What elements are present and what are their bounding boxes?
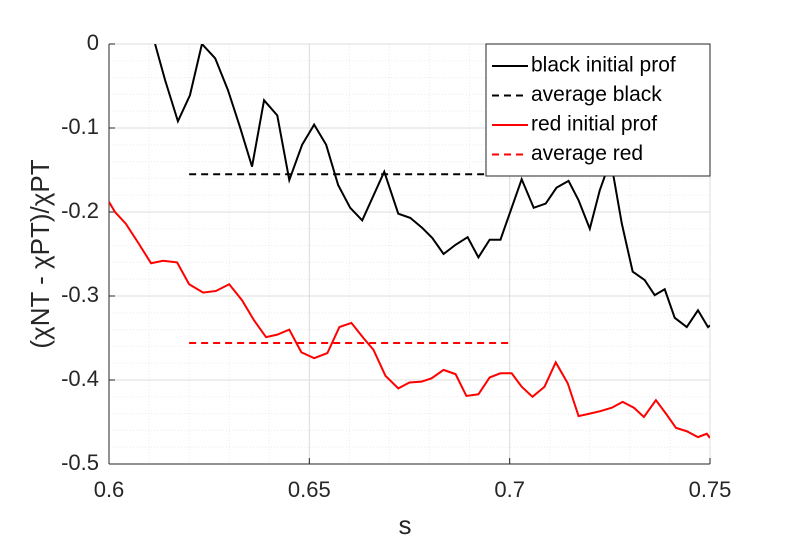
y-tick-label: 0 bbox=[87, 30, 99, 55]
x-tick-label: 0.65 bbox=[288, 477, 331, 502]
y-tick-label: -0.2 bbox=[61, 198, 99, 223]
x-tick-label: 0.7 bbox=[494, 477, 525, 502]
plot-lines bbox=[109, 44, 710, 439]
data-line bbox=[154, 44, 710, 329]
y-axis-label: (χNT - χPT)/χPT bbox=[25, 159, 55, 348]
x-tick-label: 0.75 bbox=[689, 477, 732, 502]
legend-label: average black bbox=[531, 83, 662, 106]
y-tick-label: -0.1 bbox=[61, 114, 99, 139]
x-axis-label: s bbox=[399, 510, 412, 540]
legend-label: red initial prof bbox=[531, 113, 657, 136]
y-tick-label: -0.4 bbox=[61, 366, 99, 391]
y-tick-label: -0.3 bbox=[61, 282, 99, 307]
legend-label: black initial prof bbox=[531, 54, 676, 77]
y-tick-label: -0.5 bbox=[61, 450, 99, 475]
x-tick-label: 0.6 bbox=[94, 477, 125, 502]
data-line bbox=[109, 201, 710, 439]
legend-label: average red bbox=[531, 142, 643, 165]
